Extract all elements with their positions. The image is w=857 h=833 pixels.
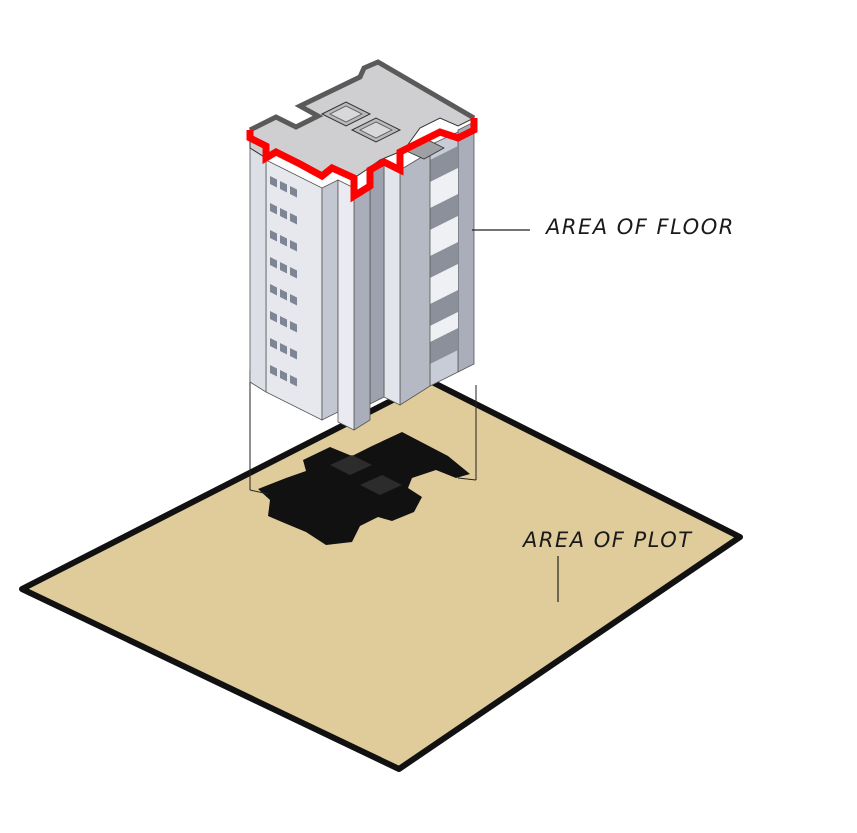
area-of-floor-label: AREA OF FLOOR [546,215,735,239]
window [280,289,287,301]
window [270,284,277,296]
building-wall [337,179,355,431]
plot-area [19,378,743,772]
footprint-detail [330,455,372,475]
window [290,240,297,252]
window [280,370,287,382]
window [290,213,297,225]
projection-line [249,489,269,495]
window [290,375,297,387]
building-wall [353,185,371,431]
building-wall [321,179,339,421]
window [280,316,287,328]
projection-line [457,477,477,481]
window [270,203,277,215]
window [280,343,287,355]
window [290,294,297,306]
building-footprint [258,432,470,545]
window-grid [270,176,297,387]
window [280,208,287,220]
window [290,321,297,333]
window [270,338,277,350]
window [270,257,277,269]
window [290,348,297,360]
window [290,186,297,198]
building-wall [383,161,401,406]
roof-skylight [329,105,363,123]
window [290,267,297,279]
roof-parapet [248,59,476,133]
window [280,235,287,247]
window [280,181,287,193]
building-wall [249,135,267,393]
window [280,262,287,274]
roof-skylight [359,121,393,139]
building-wall [457,121,475,373]
floor-area-highlight [246,118,478,203]
building-wall [399,151,431,406]
window [270,230,277,242]
window [270,365,277,377]
balcony-slabs [430,146,458,364]
window [270,176,277,188]
window [270,311,277,323]
building-wall [369,161,385,405]
area-of-plot-label: AREA OF PLOT [523,528,693,552]
footprint-detail [360,475,402,495]
